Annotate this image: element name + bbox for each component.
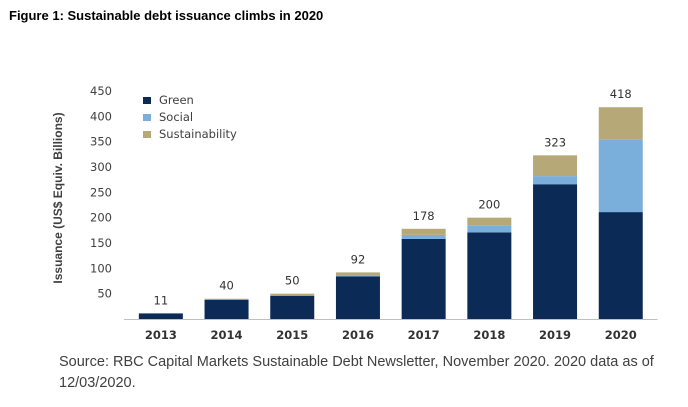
data-label: 92 (351, 252, 366, 266)
bar-segment-green (533, 184, 578, 319)
x-tick-label: 2014 (211, 328, 243, 342)
bar-segment-green (204, 299, 249, 319)
data-label: 11 (154, 293, 169, 307)
bar-segment-sustainability (335, 272, 380, 276)
bar-segment-green (335, 276, 380, 319)
y-axis-label: Issuance (US$ Equiv. Billions) (51, 112, 65, 283)
data-label: 50 (285, 274, 300, 288)
legend: Green Social Sustainability (143, 93, 237, 141)
legend-swatch-green (143, 97, 151, 104)
y-axis-ticks: 50 100 150 200 250 300 350 400 450 (90, 84, 112, 301)
bars (138, 107, 643, 319)
y-tick-label: 250 (90, 185, 112, 199)
x-tick-label: 2016 (342, 328, 374, 342)
bar-segment-green (467, 232, 512, 319)
x-axis-ticks: 2013 2014 2015 2016 2017 2018 2019 2020 (145, 328, 637, 342)
bar-segment-sustainability (598, 107, 643, 140)
y-tick-label: 350 (90, 135, 112, 149)
bar-segment-social (533, 176, 578, 185)
x-tick-label: 2015 (276, 328, 308, 342)
legend-label-green: Green (159, 93, 194, 107)
y-tick-label: 450 (90, 84, 112, 98)
total-labels: 11 40 50 92 178 200 323 418 (154, 87, 632, 307)
y-tick-label: 100 (90, 261, 112, 275)
data-label: 418 (610, 87, 632, 101)
x-tick-label: 2013 (145, 328, 177, 342)
bar-segment-social (401, 234, 446, 239)
bar-segment-green (270, 295, 315, 319)
x-tick-label: 2018 (473, 328, 505, 342)
bar-segment-green (401, 238, 446, 319)
y-tick-label: 200 (90, 211, 112, 225)
data-label: 200 (478, 198, 500, 212)
bar-segment-green (138, 313, 183, 319)
data-label: 178 (413, 209, 435, 223)
stacked-bar-chart: Issuance (US$ Equiv. Billions) 50 100 150 2… (51, 84, 658, 342)
bar-segment-green (598, 212, 643, 319)
bar-segment-social (467, 225, 512, 233)
legend-label-social: Social (159, 110, 193, 124)
y-tick-label: 150 (90, 236, 112, 250)
figure-title: Figure 1: Sustainable debt issuance clim… (9, 8, 324, 23)
legend-swatch-social (143, 114, 151, 121)
x-tick-label: 2020 (605, 328, 637, 342)
bar-segment-sustainability (204, 298, 249, 300)
y-tick-label: 300 (90, 160, 112, 174)
y-tick-label: 400 (90, 109, 112, 123)
bar-segment-sustainability (533, 155, 578, 177)
legend-swatch-sustainability (143, 131, 151, 138)
legend-label-sustainability: Sustainability (159, 127, 237, 141)
data-label: 323 (544, 135, 566, 149)
bar-segment-social (270, 295, 315, 296)
bar-segment-social (335, 275, 380, 277)
x-tick-label: 2017 (408, 328, 440, 342)
y-tick-label: 50 (97, 287, 112, 301)
bar-segment-sustainability (467, 217, 512, 226)
source-note: Source: RBC Capital Markets Sustainable … (59, 354, 654, 391)
data-label: 40 (219, 279, 234, 293)
bar-segment-sustainability (270, 293, 315, 296)
x-tick-label: 2019 (539, 328, 571, 342)
bar-segment-social (598, 139, 643, 213)
bar-segment-sustainability (401, 228, 446, 235)
